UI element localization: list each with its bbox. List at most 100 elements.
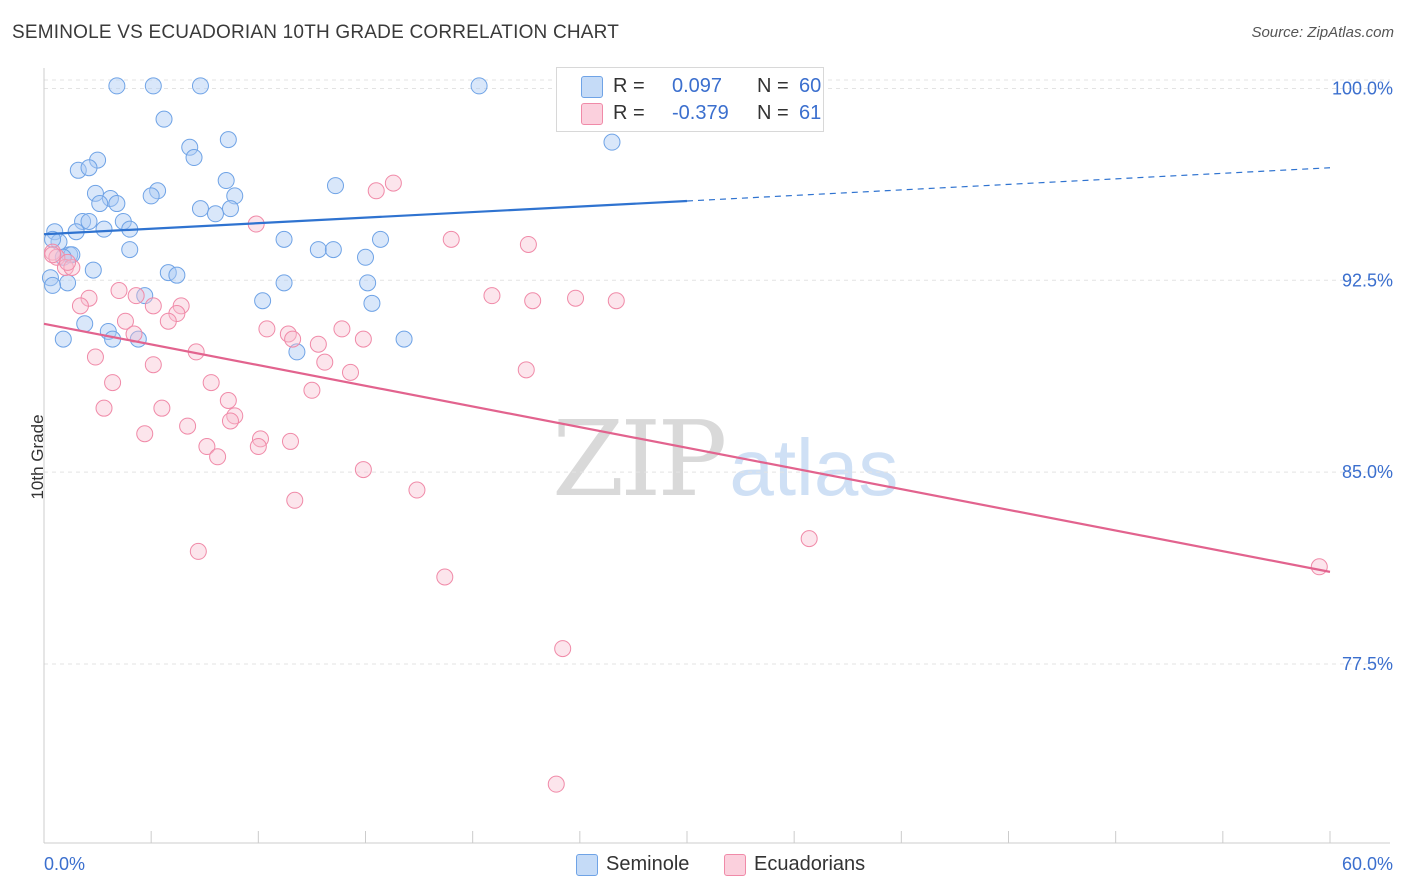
data-point-ecuadorians — [286, 491, 304, 509]
data-point-ecuadorians — [607, 292, 625, 310]
data-point-ecuadorians — [71, 297, 89, 315]
watermark-zip: ZIP — [552, 398, 727, 520]
data-point-ecuadorians — [110, 282, 128, 300]
data-point-seminole — [191, 200, 209, 218]
data-point-ecuadorians — [144, 297, 162, 315]
data-point-ecuadorians — [384, 174, 402, 192]
data-point-seminole — [363, 294, 381, 312]
data-point-ecuadorians — [221, 412, 239, 430]
data-point-ecuadorians — [333, 320, 351, 338]
r-value: 0.097 — [672, 75, 723, 97]
y-tick-label: 85.0% — [1342, 462, 1393, 482]
data-point-seminole — [108, 77, 126, 95]
ecuadorians-trend-line — [43, 322, 1331, 573]
data-point-seminole — [191, 77, 209, 95]
seminole-swatch — [576, 854, 598, 876]
data-point-ecuadorians — [303, 381, 321, 399]
watermark-atlas: atlas — [729, 423, 899, 512]
data-point-seminole — [357, 248, 374, 266]
data-point-ecuadorians — [59, 253, 77, 271]
data-point-ecuadorians — [95, 399, 113, 417]
y-tick-label: 77.5% — [1342, 654, 1393, 674]
data-point-seminole — [226, 187, 244, 205]
data-point-seminole — [44, 230, 62, 248]
data-point-ecuadorians — [104, 374, 122, 392]
data-point-ecuadorians — [1310, 558, 1328, 576]
data-point-seminole — [54, 330, 72, 348]
y-tick-label: 92.5% — [1342, 270, 1393, 290]
data-point-seminole — [155, 110, 173, 128]
data-point-ecuadorians — [524, 292, 542, 310]
data-point-ecuadorians — [202, 374, 220, 392]
data-point-ecuadorians — [179, 417, 197, 435]
data-point-seminole — [326, 177, 344, 195]
data-point-seminole — [84, 261, 102, 279]
r-label: R = — [613, 102, 645, 124]
data-point-ecuadorians — [44, 246, 62, 264]
data-point-ecuadorians — [309, 335, 327, 353]
data-point-ecuadorians — [567, 289, 585, 307]
data-point-ecuadorians — [354, 461, 372, 479]
data-point-seminole — [168, 266, 186, 284]
data-point-seminole — [324, 241, 342, 259]
y-axis-label: 10th Grade — [28, 414, 47, 500]
data-point-ecuadorians — [153, 399, 171, 417]
x-tick-label: 0.0% — [44, 854, 85, 874]
data-point-ecuadorians — [198, 438, 216, 456]
data-point-seminole — [44, 276, 62, 294]
data-point-seminole — [275, 274, 293, 292]
data-point-ecuadorians — [517, 361, 535, 379]
data-point-seminole — [181, 138, 199, 156]
watermark: ZIPatlas — [552, 398, 898, 520]
data-point-seminole — [603, 133, 621, 151]
data-point-seminole — [59, 274, 77, 292]
data-point-ecuadorians — [144, 356, 162, 374]
y-tick-label: 100.0% — [1332, 78, 1393, 98]
data-point-ecuadorians — [800, 530, 818, 548]
data-point-seminole — [95, 220, 113, 238]
data-point-ecuadorians — [483, 287, 501, 305]
data-point-seminole — [108, 195, 126, 213]
seminole-trend-line-dashed — [686, 167, 1331, 202]
data-point-ecuadorians — [436, 568, 454, 586]
seminole-swatch — [581, 76, 603, 98]
x-tick-label: 60.0% — [1342, 854, 1393, 874]
data-point-ecuadorians — [519, 235, 537, 253]
data-point-seminole — [309, 241, 327, 259]
r-value: -0.379 — [672, 102, 729, 124]
data-point-ecuadorians — [284, 330, 302, 348]
data-point-seminole — [86, 184, 104, 202]
data-point-ecuadorians — [442, 230, 460, 248]
data-point-ecuadorians — [258, 320, 276, 338]
data-point-seminole — [76, 315, 94, 333]
data-point-seminole — [470, 77, 488, 95]
data-point-ecuadorians — [159, 312, 177, 330]
data-point-seminole — [221, 200, 239, 218]
data-point-seminole — [74, 212, 92, 230]
n-label: N = — [757, 102, 789, 124]
data-point-ecuadorians — [172, 297, 190, 315]
data-point-seminole — [69, 161, 87, 179]
data-point-seminole — [80, 212, 98, 230]
data-point-ecuadorians — [547, 775, 565, 793]
data-point-ecuadorians — [136, 425, 154, 443]
data-point-ecuadorians — [219, 392, 237, 410]
data-point-seminole — [206, 205, 224, 223]
chart-title: SEMINOLE VS ECUADORIAN 10TH GRADE CORREL… — [12, 22, 620, 43]
ecuadorians-swatch — [581, 103, 603, 125]
data-point-seminole — [80, 159, 98, 177]
data-point-seminole — [121, 241, 139, 259]
data-point-seminole — [359, 274, 377, 292]
data-point-ecuadorians — [189, 542, 207, 560]
data-point-ecuadorians — [116, 312, 134, 330]
ecuadorians-swatch — [724, 854, 746, 876]
data-point-seminole — [144, 77, 162, 95]
data-point-ecuadorians — [554, 640, 572, 658]
data-point-seminole — [372, 230, 390, 248]
data-point-ecuadorians — [249, 438, 267, 456]
data-point-ecuadorians — [316, 353, 334, 371]
seminole-trend-line — [43, 199, 688, 236]
n-value: 60 — [799, 75, 822, 97]
data-point-seminole — [254, 292, 272, 310]
r-label: R = — [613, 75, 645, 97]
